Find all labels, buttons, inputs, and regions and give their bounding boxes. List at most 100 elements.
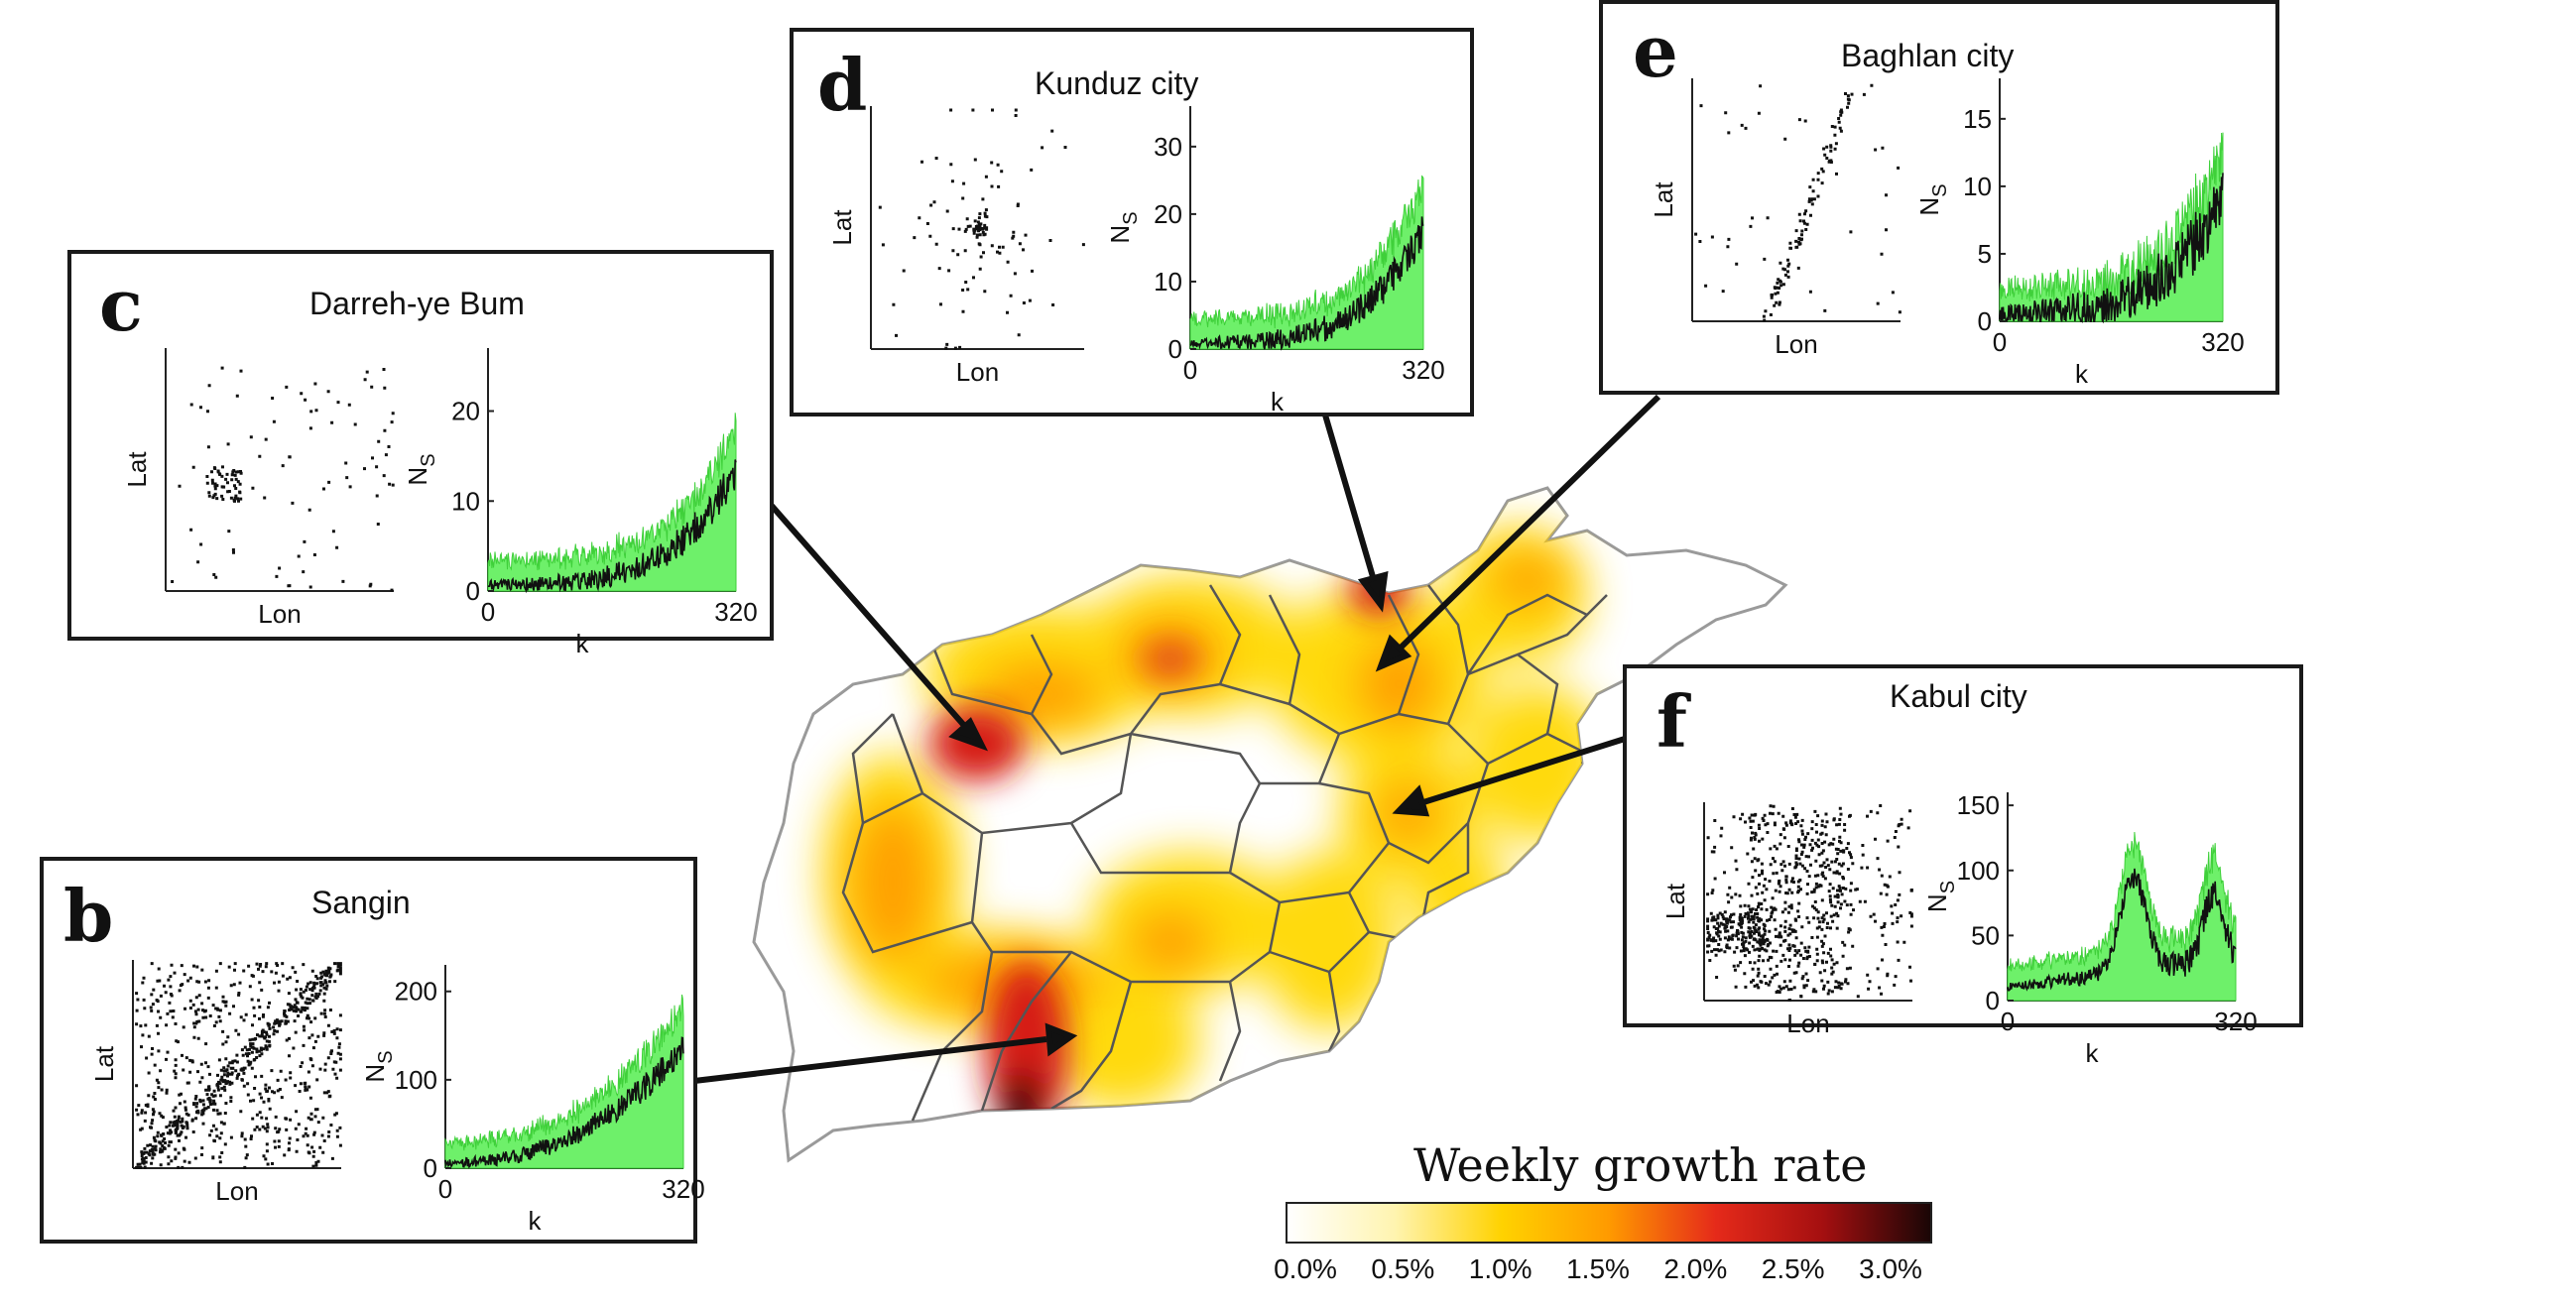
ns-tick-label: 0 <box>1978 306 1992 336</box>
ns-tick-label: 20 <box>1154 199 1182 229</box>
panel-letter: b <box>63 874 114 958</box>
ns-tick-label: 100 <box>395 1065 437 1095</box>
scatter-x-label: Lon <box>215 1176 258 1206</box>
scatter-points <box>1694 83 1901 322</box>
k-tick-label: 0 <box>1183 355 1197 385</box>
k-tick-label: 320 <box>2201 327 2244 357</box>
panel-title: Darreh-ye Bum <box>309 286 525 321</box>
ns-tick-label: 10 <box>1963 172 1992 201</box>
ns-tick-label: 5 <box>1978 239 1992 269</box>
scatter-points <box>878 108 1085 350</box>
scatter-y-label: Lat <box>827 209 857 246</box>
observed-series <box>488 459 737 594</box>
legend-tick-label: 2.5% <box>1761 1253 1825 1284</box>
event-scatter <box>878 108 1085 350</box>
scatter-y-label: Lat <box>122 451 152 488</box>
ns-axis-label: NS <box>1105 211 1142 243</box>
scatter-y-label: Lat <box>89 1045 119 1082</box>
ns-tick-label: 0 <box>1986 986 2000 1015</box>
k-tick-label: 320 <box>662 1174 704 1204</box>
connector-arrows <box>693 394 1661 1084</box>
ns-axis-subscript: S <box>1929 183 1951 196</box>
panel-letter: d <box>817 43 868 127</box>
panel-plots: Lat Lon 0 5 10 15 0 320 k NS <box>1649 78 2245 389</box>
scatter-points <box>135 962 342 1169</box>
ns-axis-subscript: S <box>1937 881 1959 893</box>
panel-plots: Lat Lon 0 10 20 0 320 k NS <box>122 348 758 658</box>
panel-b: b Sangin Lat Lon 0 100 200 0 320 k NS <box>40 857 705 1244</box>
ns-tick-label: 150 <box>1957 790 2000 820</box>
panel-c: c Darreh-ye Bum Lat Lon 0 10 20 0 320 k NS <box>67 250 774 658</box>
model-band <box>444 994 684 1169</box>
ns-axis-label: NS <box>1922 881 1959 912</box>
ns-axis-subscript: S <box>375 1050 397 1063</box>
ns-tick-label: 10 <box>451 486 480 516</box>
k-axis-label: k <box>529 1206 543 1236</box>
scatter-points <box>1706 804 1913 1002</box>
panel-title: Baghlan city <box>1841 38 2015 73</box>
k-axis-label: k <box>576 629 590 658</box>
ns-axis-label: NS <box>1914 183 1951 215</box>
scatter-x-label: Lon <box>1775 329 1817 359</box>
growth-heatmap <box>823 526 1607 1150</box>
legend-tick-label: 1.0% <box>1468 1253 1533 1284</box>
legend-tick-label: 2.0% <box>1663 1253 1728 1284</box>
k-axis-label: k <box>2075 359 2089 389</box>
event-scatter <box>171 366 395 592</box>
panel-title: Kabul city <box>1890 678 2027 714</box>
scatter-x-label: Lon <box>956 357 999 387</box>
ns-tick-label: 0 <box>424 1153 437 1183</box>
legend-tick-label: 0.5% <box>1371 1253 1435 1284</box>
scatter-y-label: Lat <box>1649 181 1678 218</box>
panel-title: Kunduz city <box>1035 65 1199 101</box>
k-tick-label: 320 <box>1402 355 1444 385</box>
panel-letter: e <box>1633 9 1678 93</box>
ns-tick-label: 200 <box>395 977 437 1007</box>
scatter-x-label: Lon <box>258 599 301 629</box>
legend-tick-label: 3.0% <box>1859 1253 1922 1284</box>
ns-axis-subscript: S <box>418 453 439 466</box>
observed-series <box>2007 868 2237 992</box>
ns-tick-label: 15 <box>1963 104 1992 134</box>
panel-d: d Kunduz city Lat Lon 0 10 20 30 0 320 k NS <box>790 28 1474 416</box>
observed-series <box>444 1036 684 1169</box>
k-tick-label: 0 <box>2001 1007 2015 1036</box>
k-axis-label: k <box>2086 1038 2100 1068</box>
k-axis-label: k <box>1271 387 1285 416</box>
scatter-x-label: Lon <box>1786 1009 1829 1038</box>
k-tick-label: 320 <box>714 597 757 627</box>
legend-tick-label: 0.0% <box>1274 1253 1337 1284</box>
k-tick-label: 0 <box>1993 327 2007 357</box>
legend-title: Weekly growth rate <box>1413 1138 1868 1192</box>
k-tick-label: 0 <box>438 1174 452 1204</box>
panel-plots: Lat Lon 0 50 100 150 0 320 k NS <box>1660 790 2258 1068</box>
ns-axis-subscript: S <box>1120 211 1142 224</box>
event-scatter <box>135 962 342 1169</box>
scatter-points <box>171 366 395 592</box>
panel-f: f Kabul city Lat Lon 0 50 100 150 0 320 k NS <box>1623 664 2303 1068</box>
panel-plots: Lat Lon 0 10 20 30 0 320 k NS <box>827 106 1445 416</box>
ns-tick-label: 30 <box>1154 132 1182 162</box>
ns-tick-label: 100 <box>1957 856 2000 886</box>
k-tick-label: 0 <box>481 597 495 627</box>
legend-tick-label: 1.5% <box>1566 1253 1630 1284</box>
observed-series <box>1999 173 2224 324</box>
model-band <box>1189 175 1424 350</box>
model-band <box>487 413 737 592</box>
panel-letter: f <box>1656 679 1687 764</box>
ns-tick-label: 20 <box>451 397 480 426</box>
k-tick-label: 320 <box>2214 1007 2257 1036</box>
ns-tick-label: 50 <box>1971 920 2000 950</box>
ns-tick-label: 0 <box>466 576 480 606</box>
ns-axis-label: NS <box>403 453 439 485</box>
panel-e: e Baghlan city Lat Lon 0 5 10 15 0 320 k NS <box>1599 0 2279 395</box>
legend-colorbar <box>1286 1202 1932 1244</box>
panel-letter: c <box>99 263 143 347</box>
ns-tick-label: 0 <box>1168 334 1182 364</box>
event-scatter <box>1694 83 1901 322</box>
scatter-y-label: Lat <box>1660 883 1690 919</box>
ns-tick-label: 10 <box>1154 267 1182 297</box>
observed-series <box>1189 216 1424 351</box>
province-boundaries <box>841 584 1608 1122</box>
